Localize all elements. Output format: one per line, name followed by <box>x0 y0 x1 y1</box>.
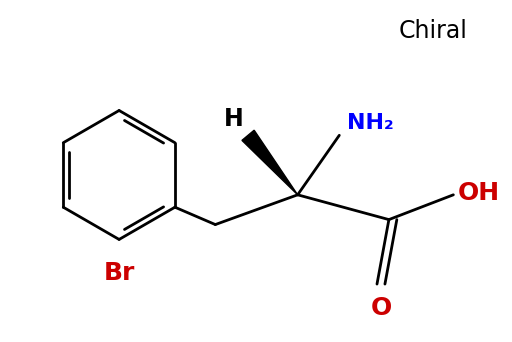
Polygon shape <box>242 130 297 195</box>
Text: O: O <box>370 296 392 320</box>
Text: H: H <box>224 107 244 131</box>
Text: NH₂: NH₂ <box>347 113 394 133</box>
Text: Br: Br <box>103 261 135 285</box>
Text: OH: OH <box>457 181 500 205</box>
Text: Chiral: Chiral <box>399 19 467 43</box>
